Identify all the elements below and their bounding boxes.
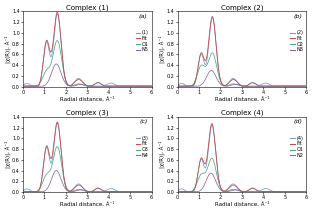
Title: Complex (1): Complex (1) [66, 4, 109, 11]
Text: (b): (b) [293, 14, 302, 19]
X-axis label: Radial distance, Å⁻¹: Radial distance, Å⁻¹ [215, 96, 269, 101]
Text: (d): (d) [293, 119, 302, 124]
Title: Complex (4): Complex (4) [221, 110, 263, 116]
Y-axis label: |χ(R)|, Å⁻¹: |χ(R)|, Å⁻¹ [159, 35, 165, 63]
Legend: (1), Fit, O1, N5: (1), Fit, O1, N5 [135, 30, 149, 53]
Legend: (3), Fit, O3, N4: (3), Fit, O3, N4 [135, 135, 149, 158]
Title: Complex (3): Complex (3) [66, 110, 109, 116]
Title: Complex (2): Complex (2) [221, 4, 263, 11]
Legend: (2), Fit, O2, N8: (2), Fit, O2, N8 [290, 30, 304, 53]
Legend: (4), Fit, O1, N2: (4), Fit, O1, N2 [290, 135, 304, 158]
Y-axis label: |χ(R)|, Å⁻¹: |χ(R)|, Å⁻¹ [4, 141, 11, 168]
X-axis label: Radial distance, Å⁻¹: Radial distance, Å⁻¹ [215, 202, 269, 207]
X-axis label: Radial distance, Å⁻¹: Radial distance, Å⁻¹ [60, 202, 115, 207]
Y-axis label: |χ(R)|, Å⁻¹: |χ(R)|, Å⁻¹ [4, 35, 11, 63]
X-axis label: Radial distance, Å⁻¹: Radial distance, Å⁻¹ [60, 96, 115, 101]
Text: (a): (a) [139, 14, 148, 19]
Y-axis label: |χ(R)|, Å⁻¹: |χ(R)|, Å⁻¹ [159, 141, 165, 168]
Text: (c): (c) [139, 119, 148, 124]
